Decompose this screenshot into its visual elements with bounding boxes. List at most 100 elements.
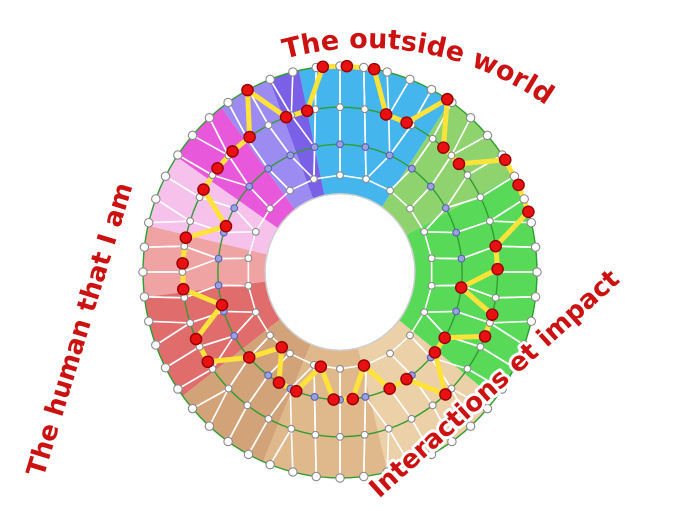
red-node [219, 219, 233, 233]
mesh-line [223, 230, 256, 234]
mesh-line [314, 434, 318, 477]
mesh-line [144, 296, 185, 299]
node-dot [336, 103, 344, 112]
mesh-line [362, 67, 366, 110]
node-dot [285, 349, 294, 358]
mesh-line [430, 155, 453, 187]
mesh-line [455, 310, 491, 324]
mesh-line [424, 310, 457, 314]
node-dot [406, 204, 414, 213]
node-dot [310, 143, 319, 152]
node-dot [186, 217, 195, 226]
node-dot [138, 267, 148, 277]
red-node [275, 340, 289, 354]
node-dot [362, 175, 371, 184]
mesh-line [223, 310, 256, 314]
red-node [383, 382, 396, 395]
mesh-line [289, 364, 315, 390]
red-node [439, 388, 452, 401]
mesh-line [155, 198, 191, 222]
red-node [491, 262, 504, 276]
mesh-line [233, 311, 257, 337]
node-dot [311, 471, 322, 482]
red-node [201, 355, 215, 369]
red-node [241, 83, 254, 97]
node-dot [386, 186, 395, 195]
node-dot [244, 254, 253, 263]
sector-red [144, 281, 281, 396]
red-node [367, 62, 381, 76]
node-dot [420, 308, 429, 317]
node-dot [230, 331, 239, 340]
mesh-line [489, 320, 532, 324]
node-dot [405, 459, 415, 470]
mesh-line [290, 71, 294, 116]
node-dot [204, 113, 215, 123]
node-dot [336, 364, 344, 373]
mesh-line [364, 396, 390, 430]
node-dot [264, 164, 273, 173]
mesh-line [246, 374, 269, 406]
node-dot [309, 175, 318, 184]
mesh-line [423, 207, 447, 233]
node-dot [266, 331, 274, 340]
mesh-line [177, 154, 213, 176]
node-dot [223, 436, 233, 447]
node-dot [335, 473, 345, 483]
mesh-line [489, 322, 525, 346]
mesh-line [424, 230, 457, 234]
node-dot [336, 432, 344, 441]
red-node [340, 59, 354, 73]
mesh-line [246, 138, 269, 170]
node-dot [288, 67, 298, 77]
red-node [485, 308, 499, 321]
red-node [522, 205, 535, 219]
mesh-line [192, 387, 229, 410]
node-dot [463, 364, 472, 373]
inner-ring-line [247, 174, 433, 370]
mesh-line [388, 78, 411, 116]
mesh-line [199, 335, 235, 348]
mesh-line [212, 174, 250, 188]
mesh-line [199, 196, 235, 209]
node-dot [139, 292, 150, 302]
node-dot [251, 308, 260, 317]
mesh-line [480, 175, 515, 198]
red-node [314, 360, 328, 374]
red-node [478, 330, 492, 343]
node-dot [482, 403, 493, 414]
node-dot [452, 228, 461, 237]
node-dot [336, 140, 344, 149]
mesh-line [362, 434, 366, 477]
red-node [243, 130, 256, 144]
mesh-line [184, 284, 219, 299]
node-dot [382, 467, 392, 477]
mesh-line [365, 154, 391, 180]
node-dot [465, 421, 476, 431]
mesh-line [389, 352, 413, 376]
red-node [279, 110, 293, 124]
mesh-line [227, 404, 249, 442]
mesh-line [247, 418, 270, 455]
red-node [346, 392, 360, 406]
red-node [400, 372, 413, 386]
red-node [379, 108, 393, 121]
red-node [215, 298, 229, 312]
mesh-line [451, 387, 488, 410]
node-dot [173, 150, 183, 160]
mesh-line [363, 396, 367, 435]
node-dot [358, 62, 369, 73]
node-dot [386, 349, 395, 358]
red-node [498, 153, 512, 167]
mesh-line [409, 185, 432, 210]
red-node [242, 351, 256, 364]
node-dot [265, 459, 275, 470]
red-node [176, 282, 190, 296]
node-dot [264, 371, 273, 380]
node-dot [358, 471, 369, 482]
mesh-line [480, 346, 515, 369]
node-dot [311, 430, 320, 439]
node-dot [360, 430, 369, 439]
node-dot [509, 362, 520, 373]
mesh-line [363, 109, 367, 148]
